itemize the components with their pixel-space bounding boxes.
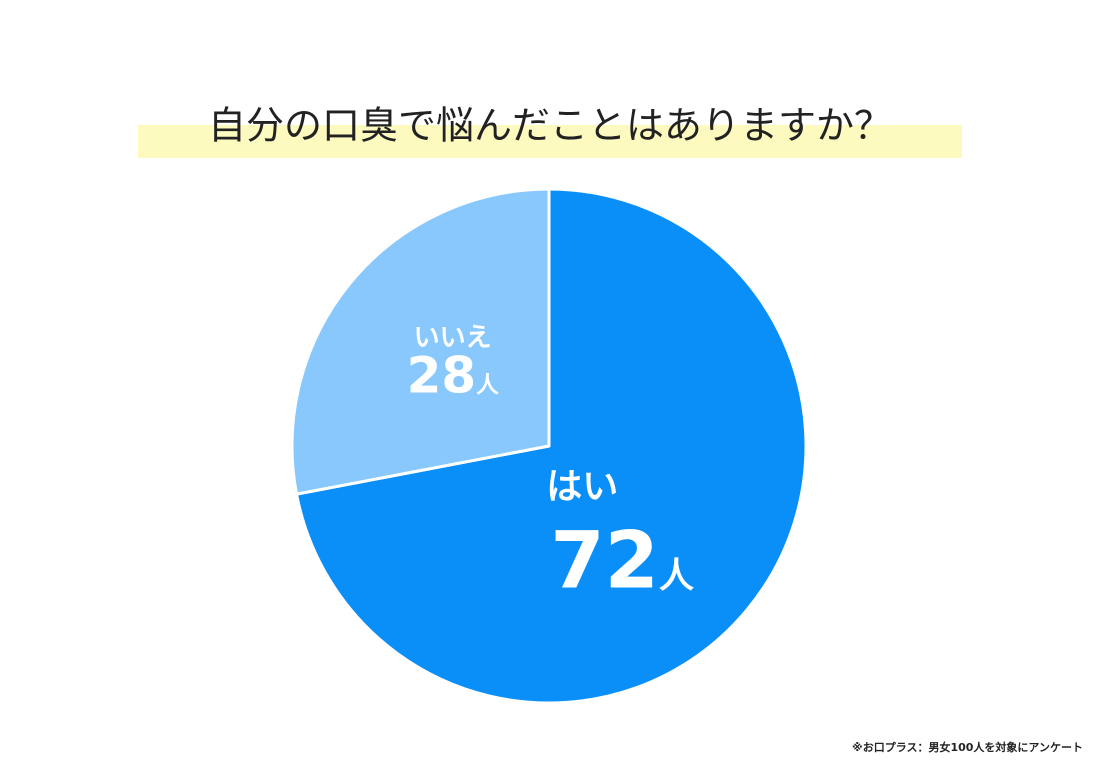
pie-slice [290,187,551,496]
slice-category-label: はい [546,467,618,508]
value-label: 28人 [407,346,500,404]
value-label: 72人 [550,517,694,607]
slice-category-label: いいえ [414,323,492,353]
title-highlight [138,125,962,158]
footnote: ※お口プラス：男女100人を対象にアンケート [852,740,1083,754]
chart-title: 自分の口臭で悩んだことはありますか？ [208,104,892,148]
pie-slice [295,187,808,705]
